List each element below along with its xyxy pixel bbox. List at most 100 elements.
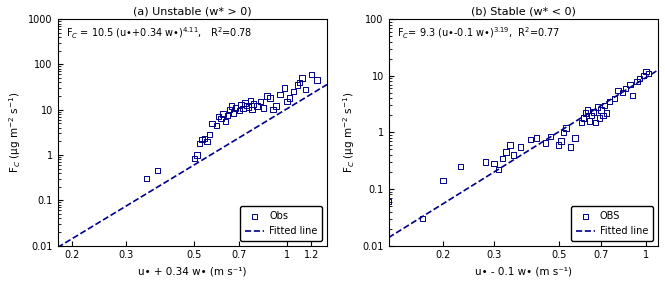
Legend: Obs, Fitted line: Obs, Fitted line (240, 206, 323, 241)
OBS (558, 130, 569, 135)
OBS (438, 179, 448, 183)
Obs (282, 100, 293, 104)
Obs (224, 108, 235, 112)
Obs (226, 104, 237, 108)
Obs (204, 132, 215, 137)
OBS (565, 145, 576, 149)
X-axis label: u• + 0.34 w• (m s⁻¹): u• + 0.34 w• (m s⁻¹) (138, 266, 247, 276)
Obs (222, 113, 233, 118)
Obs (271, 104, 281, 108)
OBS (456, 164, 466, 169)
OBS (585, 119, 595, 123)
Obs (306, 72, 317, 77)
OBS (589, 110, 599, 114)
Obs (189, 156, 200, 160)
Legend: OBS, Fitted line: OBS, Fitted line (571, 206, 653, 241)
OBS (505, 143, 515, 147)
OBS (617, 91, 628, 95)
OBS (525, 137, 536, 142)
OBS (597, 113, 608, 118)
Title: (b) Stable (w* < 0): (b) Stable (w* < 0) (471, 7, 576, 17)
Obs (252, 104, 263, 108)
OBS (638, 74, 649, 78)
Obs (265, 96, 275, 100)
Obs (217, 112, 228, 116)
Fitted line (549, 133, 557, 137)
OBS (624, 82, 635, 87)
Obs (237, 106, 248, 111)
Obs (152, 168, 163, 173)
OBS (545, 134, 556, 139)
Obs (275, 92, 285, 97)
OBS (592, 105, 602, 109)
Fitted line (654, 68, 662, 72)
Fitted line (629, 84, 637, 87)
Obs (141, 177, 152, 181)
Obs (243, 105, 254, 109)
OBS (531, 136, 542, 140)
OBS (643, 71, 654, 76)
OBS (553, 143, 564, 147)
Obs (215, 116, 226, 121)
Y-axis label: F$_C$ (μg m$^{-2}$ s$^{-1}$): F$_C$ (μg m$^{-2}$ s$^{-1}$) (7, 92, 23, 173)
X-axis label: u• - 0.1 w• (m s⁻¹): u• - 0.1 w• (m s⁻¹) (475, 266, 572, 276)
OBS (501, 150, 511, 154)
OBS (599, 103, 610, 108)
OBS (627, 93, 638, 98)
OBS (515, 145, 526, 149)
Obs (241, 103, 252, 108)
OBS (594, 116, 604, 120)
Obs (285, 96, 295, 100)
OBS (596, 108, 606, 112)
OBS (417, 216, 428, 221)
Fitted line (281, 108, 289, 112)
Obs (200, 136, 210, 141)
Fitted line (384, 236, 392, 239)
OBS (489, 161, 499, 166)
OBS (609, 96, 620, 100)
OBS (632, 79, 642, 83)
Obs (288, 89, 299, 94)
Obs (311, 78, 322, 82)
Y-axis label: F$_C$ (μg m$^{-2}$ s$^{-1}$): F$_C$ (μg m$^{-2}$ s$^{-1}$) (341, 92, 357, 173)
Line: Fitted line: Fitted line (58, 85, 327, 247)
Obs (220, 119, 231, 124)
OBS (540, 141, 551, 145)
Obs (228, 111, 239, 115)
OBS (581, 111, 591, 115)
OBS (577, 120, 587, 125)
OBS (587, 113, 597, 118)
Line: Fitted line: Fitted line (388, 70, 658, 238)
Obs (211, 123, 221, 128)
Fitted line (545, 136, 553, 140)
OBS (579, 116, 589, 120)
Fitted line (323, 83, 331, 86)
Fitted line (219, 146, 227, 149)
OBS (383, 199, 394, 204)
Text: F$_C$= 9.3 (u•-0.1 w•)$^{3.19}$,  R$^2$=0.77: F$_C$= 9.3 (u•-0.1 w•)$^{3.19}$, R$^2$=0… (397, 26, 559, 41)
OBS (497, 156, 507, 160)
OBS (493, 167, 503, 172)
Fitted line (55, 245, 63, 248)
OBS (634, 76, 645, 81)
Fitted line (54, 246, 62, 249)
OBS (561, 126, 571, 130)
Obs (213, 115, 224, 119)
Obs (194, 141, 205, 146)
OBS (620, 86, 631, 91)
OBS (508, 153, 519, 157)
OBS (604, 99, 615, 104)
Fitted line (298, 98, 306, 101)
Obs (258, 106, 269, 110)
Fitted line (386, 235, 394, 239)
Obs (197, 137, 207, 142)
Obs (297, 76, 307, 80)
Obs (247, 108, 257, 112)
Obs (301, 87, 311, 92)
Obs (255, 100, 266, 104)
OBS (556, 139, 567, 143)
Obs (261, 94, 272, 98)
OBS (612, 88, 623, 93)
OBS (583, 108, 593, 112)
Obs (239, 101, 250, 105)
